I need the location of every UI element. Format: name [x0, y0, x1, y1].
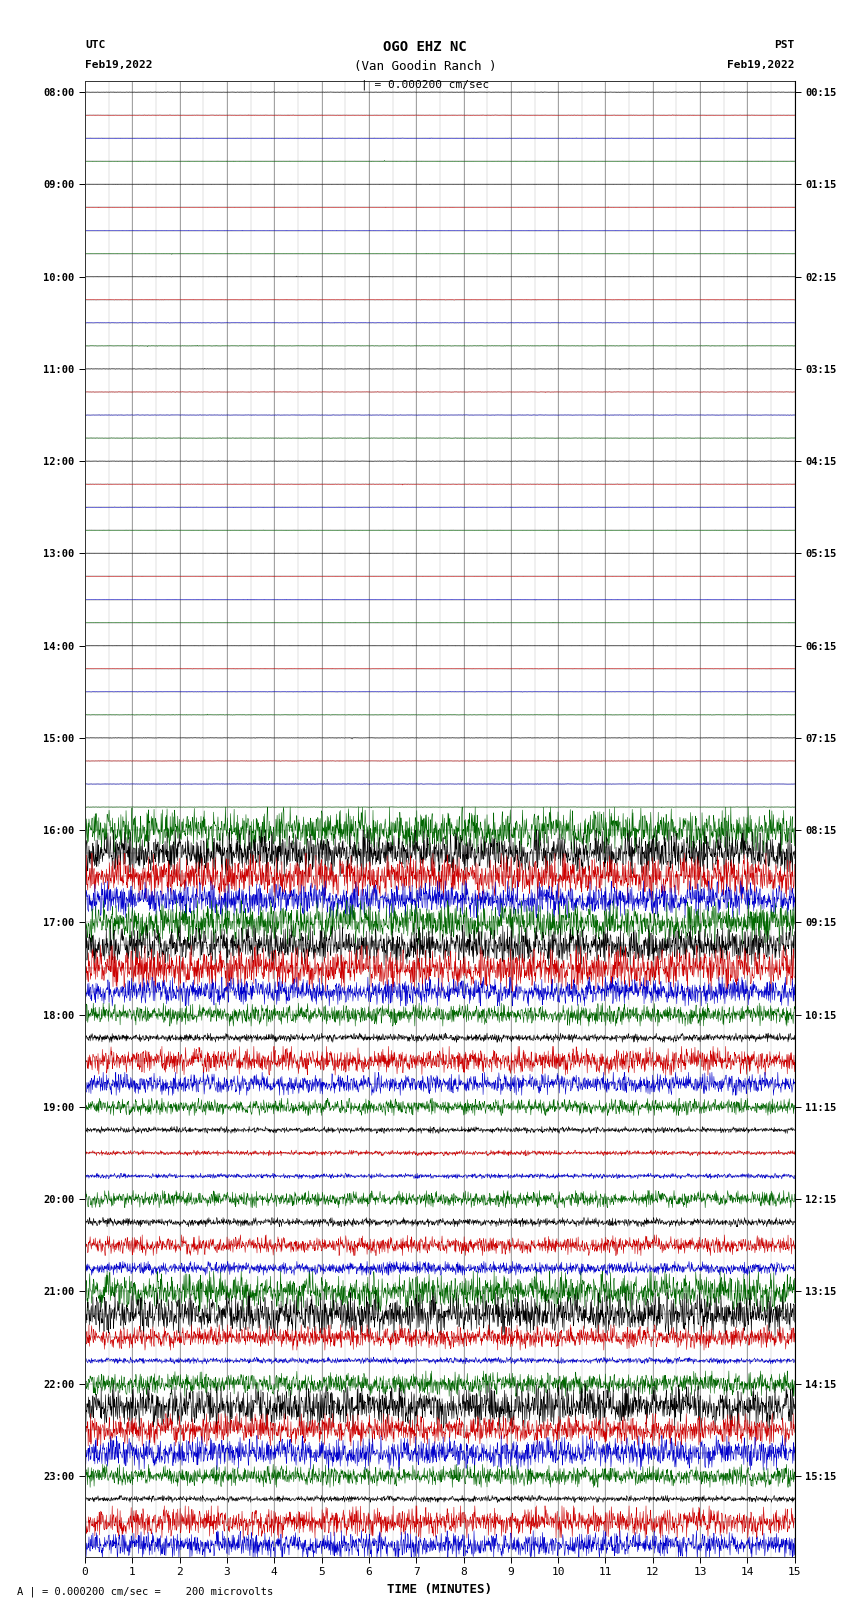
Text: PST: PST: [774, 40, 795, 50]
Text: | = 0.000200 cm/sec: | = 0.000200 cm/sec: [361, 79, 489, 90]
Text: (Van Goodin Ranch ): (Van Goodin Ranch ): [354, 60, 496, 73]
X-axis label: TIME (MINUTES): TIME (MINUTES): [388, 1582, 492, 1595]
Text: A | = 0.000200 cm/sec =    200 microvolts: A | = 0.000200 cm/sec = 200 microvolts: [17, 1586, 273, 1597]
Text: OGO EHZ NC: OGO EHZ NC: [383, 40, 467, 55]
Text: Feb19,2022: Feb19,2022: [728, 60, 795, 69]
Text: UTC: UTC: [85, 40, 105, 50]
Text: Feb19,2022: Feb19,2022: [85, 60, 152, 69]
